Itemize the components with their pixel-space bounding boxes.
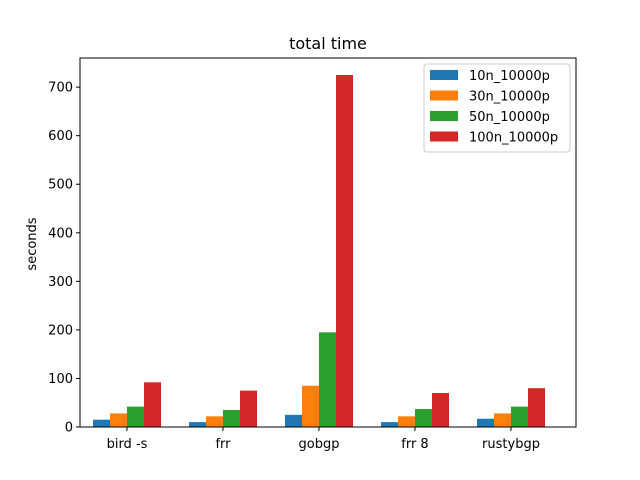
bar-10n_10000p-gobgp bbox=[285, 414, 302, 427]
y-tick-label: 400 bbox=[48, 226, 73, 241]
legend-label: 50n_10000p bbox=[469, 110, 550, 125]
x-tick-label: bird -s bbox=[107, 437, 148, 452]
legend: 10n_10000p 30n_10000p 50n_10000p 100n_10000… bbox=[423, 63, 571, 153]
x-tick-label: frr 8 bbox=[401, 437, 428, 452]
x-tick-label: frr bbox=[215, 437, 231, 452]
bar-50n_10000p-frr-8 bbox=[415, 409, 432, 427]
y-tick-label: 0 bbox=[65, 421, 73, 436]
bar-50n_10000p-rustybgp bbox=[511, 406, 528, 427]
legend-swatch bbox=[430, 90, 458, 101]
bar-50n_10000p-bird--s bbox=[127, 406, 144, 427]
bar-30n_10000p-bird--s bbox=[110, 413, 127, 427]
bar-50n_10000p-frr bbox=[223, 410, 240, 427]
legend-label: 30n_10000p bbox=[469, 90, 550, 105]
legend-swatch bbox=[430, 131, 458, 142]
bar-30n_10000p-frr-8 bbox=[398, 416, 415, 427]
bar-100n_10000p-bird--s bbox=[144, 382, 161, 427]
legend-label: 10n_10000p bbox=[469, 69, 550, 84]
x-tick-label: rustybgp bbox=[482, 437, 540, 452]
bar-100n_10000p-frr bbox=[240, 390, 257, 427]
bar-10n_10000p-rustybgp bbox=[477, 418, 494, 427]
y-tick-label: 600 bbox=[48, 129, 73, 144]
y-tick-label: 300 bbox=[48, 275, 73, 290]
y-tick-label: 700 bbox=[48, 81, 73, 96]
bar-100n_10000p-frr-8 bbox=[432, 393, 449, 427]
legend-box bbox=[423, 63, 571, 153]
bar-50n_10000p-gobgp bbox=[319, 332, 336, 427]
legend-label: 100n_10000p bbox=[469, 131, 558, 146]
y-tick-label: 100 bbox=[48, 372, 73, 387]
bar-30n_10000p-rustybgp bbox=[494, 413, 511, 427]
legend-swatch bbox=[430, 111, 458, 121]
y-tick-label: 200 bbox=[48, 323, 73, 338]
y-tick-label: 500 bbox=[48, 178, 73, 193]
legend-swatch bbox=[430, 70, 458, 80]
bar-100n_10000p-rustybgp bbox=[528, 388, 545, 427]
y-axis-label: seconds bbox=[25, 217, 40, 270]
bar-30n_10000p-frr bbox=[206, 416, 223, 427]
bars-group bbox=[93, 74, 545, 428]
bar-30n_10000p-gobgp bbox=[302, 385, 319, 427]
bar-10n_10000p-frr bbox=[189, 422, 206, 427]
x-axis: bird -s frr gobgp frr 8 rustybgp bbox=[107, 427, 540, 452]
plot-frame bbox=[79, 57, 577, 428]
bar-100n_10000p-gobgp bbox=[336, 74, 353, 428]
chart-title: total time bbox=[289, 34, 367, 53]
bar-10n_10000p-frr-8 bbox=[381, 422, 398, 427]
bar-10n_10000p-bird--s bbox=[93, 419, 110, 427]
x-tick-label: gobgp bbox=[299, 437, 340, 452]
y-axis: 0 100 200 300 400 500 600 700 bbox=[48, 81, 80, 436]
